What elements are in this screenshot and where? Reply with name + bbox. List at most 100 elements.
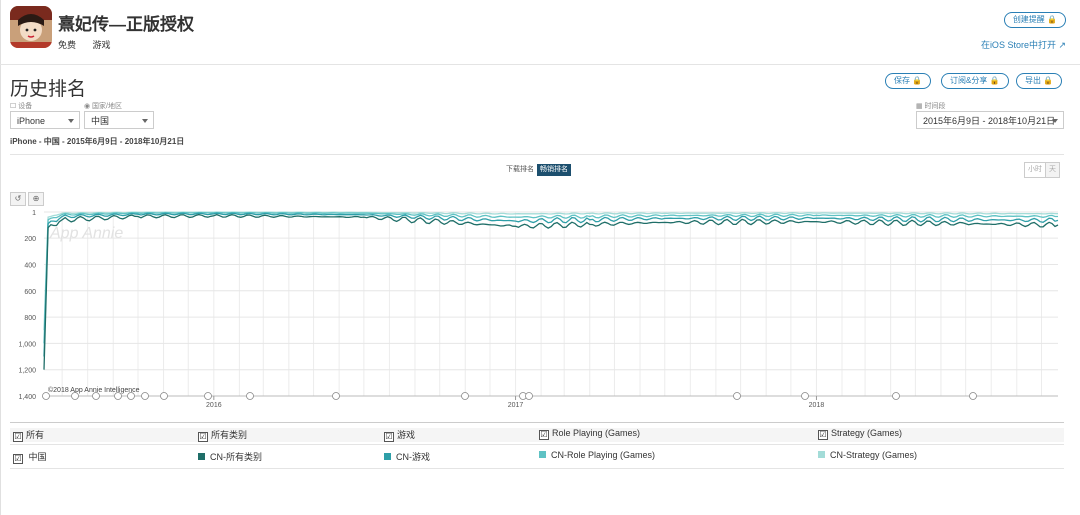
legend-bottom-divider: [10, 468, 1064, 469]
legend-top-divider: [10, 422, 1064, 423]
series-swatch: [198, 453, 205, 460]
series-line: [43, 213, 1059, 370]
y-tick-label: 200: [24, 236, 36, 243]
legend-strategy[interactable]: ☑ Strategy (Games): [818, 428, 902, 440]
series-swatch: [818, 451, 825, 458]
app-price: 免费: [58, 40, 77, 50]
zoom-icon[interactable]: ⊕: [28, 192, 44, 206]
y-tick-label: 1,000: [18, 341, 36, 348]
legend-header-row: ☑ 所有 ☑ 所有类别 ☑ 游戏 ☑ Role Playing (Games) ☑ Str…: [10, 428, 1064, 442]
checkbox-checked-icon[interactable]: ☑: [13, 432, 23, 442]
watermark-text: App Annie: [49, 225, 123, 242]
period-select-value: 2015年6月9日 - 2018年10月21日: [923, 116, 1056, 126]
event-marker-icon: [92, 392, 100, 400]
checkbox-checked-icon[interactable]: ☑: [13, 454, 23, 464]
tab-download-rank[interactable]: 下载排名: [506, 166, 534, 173]
event-marker-icon: [525, 392, 533, 400]
series-line: [43, 211, 1059, 331]
legend-games[interactable]: ☑ 游戏: [384, 428, 415, 442]
legend-role-playing[interactable]: ☑ Role Playing (Games): [539, 428, 640, 440]
event-marker-icon: [733, 392, 741, 400]
y-tick-label: 1,200: [18, 368, 36, 375]
legend-games-label: 游戏: [397, 430, 416, 440]
left-border: [0, 0, 1, 515]
y-tick-label: 800: [24, 315, 36, 322]
event-marker-icon: [246, 392, 254, 400]
legend-series-cn-all-label: CN-所有类别: [210, 452, 262, 462]
device-label: ☐ 设备: [10, 103, 33, 110]
checkbox-checked-icon[interactable]: ☑: [384, 432, 394, 442]
open-in-ios-store-link[interactable]: 在iOS Store中打开 ↗: [980, 40, 1066, 50]
app-title: 熹妃传—正版授权: [58, 15, 194, 34]
legend-series-row: ☑ 中国 CN-所有类别 CN-游戏 CN-Role Playing (Game…: [10, 450, 1064, 464]
event-marker-icon: [969, 392, 977, 400]
checkbox-checked-icon[interactable]: ☑: [818, 430, 828, 440]
event-marker-icon: [332, 392, 340, 400]
legend-strategy-label: Strategy (Games): [831, 428, 903, 438]
country-select-value: 中国: [91, 116, 110, 126]
y-tick-label: 1,400: [18, 394, 36, 401]
legend-series-cn-games-label: CN-游戏: [396, 452, 430, 462]
device-select-value: iPhone: [17, 116, 46, 126]
legend-series-cn-all[interactable]: CN-所有类别: [198, 450, 262, 463]
legend-series-cn-strategy[interactable]: CN-Strategy (Games): [818, 450, 917, 460]
event-marker-icon: [127, 392, 135, 400]
rank-chart[interactable]: 1 200 400 600 800 1,000 1,200 1,400 2016 2017 2018…: [0, 198, 1080, 418]
x-tick-label: 2018: [809, 402, 825, 409]
period-select[interactable]: 2015年6月9日 - 2018年10月21日: [916, 111, 1064, 129]
legend-all-categories-label: 所有类别: [211, 430, 248, 440]
legend-all[interactable]: ☑ 所有: [13, 428, 44, 442]
series-line: [43, 211, 1058, 344]
series-swatch: [384, 453, 391, 460]
y-tick-label: 400: [24, 262, 36, 269]
chart-credit: ©2018 App Annie Intelligence: [48, 386, 140, 394]
legend-series-cn-strategy-label: CN-Strategy (Games): [830, 450, 918, 460]
legend-country-label: 中国: [28, 452, 47, 462]
device-select[interactable]: iPhone: [10, 111, 80, 129]
legend-all-label: 所有: [26, 430, 45, 440]
chevron-down-icon: [68, 119, 74, 123]
section-title: 历史排名: [10, 79, 87, 100]
tab-grossing-rank[interactable]: 畅销排名: [537, 164, 571, 176]
save-button[interactable]: 保存 🔒: [885, 73, 932, 89]
event-marker-icon: [461, 392, 469, 400]
period-label: ▦ 时间段: [916, 103, 946, 110]
granularity-day[interactable]: 天: [1046, 163, 1059, 177]
app-icon[interactable]: [10, 6, 52, 48]
event-marker-icon: [42, 392, 50, 400]
header-divider: [0, 64, 1080, 65]
country-select[interactable]: 中国: [84, 111, 154, 129]
event-marker-icon: [71, 392, 79, 400]
legend-series-cn-rpg-label: CN-Role Playing (Games): [551, 450, 656, 460]
chevron-down-icon: [142, 119, 148, 123]
chevron-down-icon: [1052, 119, 1058, 123]
legend-country[interactable]: ☑ 中国: [13, 450, 47, 464]
legend-role-playing-label: Role Playing (Games): [552, 428, 641, 438]
event-marker-icon: [141, 392, 149, 400]
event-marker-icon: [801, 392, 809, 400]
legend-all-categories[interactable]: ☑ 所有类别: [198, 428, 247, 442]
series-line: [43, 212, 1059, 357]
app-meta: 免费 游戏: [58, 38, 125, 51]
event-marker-icon: [160, 392, 168, 400]
event-marker-icon: [114, 392, 122, 400]
app-category: 游戏: [92, 40, 111, 50]
granularity-hour[interactable]: 小时: [1025, 163, 1046, 177]
granularity-toggle: 小时 天: [1024, 162, 1060, 178]
country-label: ◉ 国家/地区: [84, 103, 122, 110]
subscribe-share-button[interactable]: 订阅&分享 🔒: [941, 73, 1009, 89]
series-swatch: [539, 451, 546, 458]
reset-zoom-icon[interactable]: ↺: [10, 192, 26, 206]
create-alert-button[interactable]: 创建提醒 🔒: [1003, 12, 1066, 28]
checkbox-checked-icon[interactable]: ☑: [198, 432, 208, 442]
event-marker-icon: [204, 392, 212, 400]
x-tick-label: 2016: [206, 402, 222, 409]
x-tick-label: 2017: [508, 402, 524, 409]
legend-series-cn-games[interactable]: CN-游戏: [384, 450, 430, 463]
legend-series-cn-rpg[interactable]: CN-Role Playing (Games): [539, 450, 655, 460]
filter-divider: [10, 154, 1064, 155]
export-button[interactable]: 导出 🔒: [1016, 73, 1063, 89]
y-tick-label: 600: [24, 289, 36, 296]
y-tick-label: 1: [32, 210, 36, 217]
checkbox-checked-icon[interactable]: ☑: [539, 430, 549, 440]
